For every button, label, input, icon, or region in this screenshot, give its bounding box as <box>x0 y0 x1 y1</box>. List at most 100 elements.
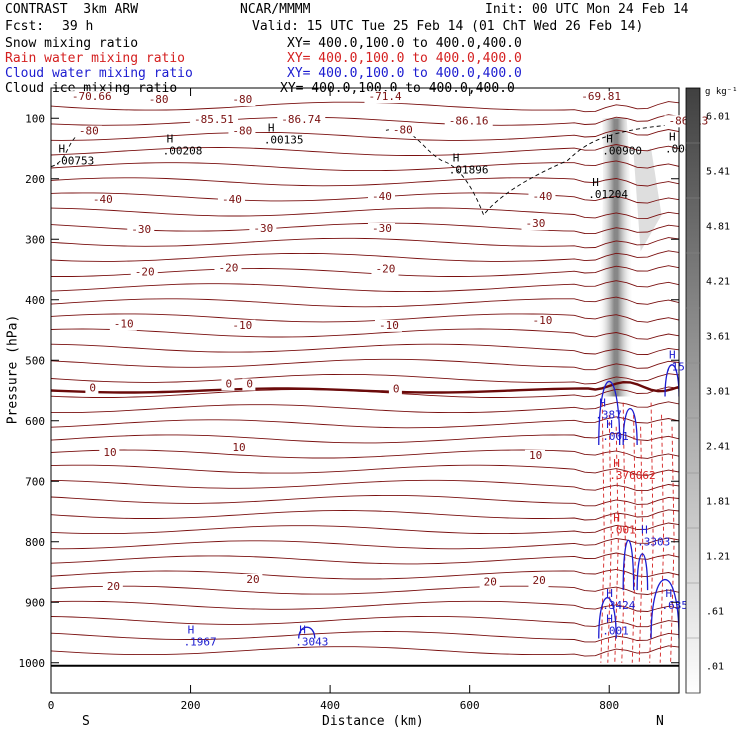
isotherm-line <box>51 537 679 550</box>
isotherm-label: -10 <box>532 314 552 327</box>
label-bg <box>228 94 256 107</box>
isotherm-line <box>51 401 679 414</box>
label-bg <box>577 91 626 104</box>
extremum-marker: H <box>606 613 613 626</box>
extremum-marker: H <box>613 512 620 525</box>
snow-plume <box>598 118 634 397</box>
isotherm-label: 20 <box>246 573 259 586</box>
extremum-value: .00753 <box>54 155 94 168</box>
cloud-water-contour <box>598 380 621 445</box>
label-bg <box>388 124 416 137</box>
cloud-water-contour <box>298 626 316 639</box>
isotherm-line <box>51 160 679 172</box>
extremum-value: .00900 <box>602 144 642 157</box>
isotherm-line <box>51 313 679 323</box>
isotherm-label: 10 <box>232 441 245 454</box>
colorbar-label: 3.61 <box>706 332 730 343</box>
y-tick-label: 700 <box>25 475 45 488</box>
extremum-marker: H <box>606 418 613 431</box>
rain-contour <box>659 414 665 663</box>
isotherm-line <box>51 296 679 308</box>
label-bg <box>371 263 399 276</box>
isotherm-label: 20 <box>532 574 545 587</box>
extremum-value: .3424 <box>602 599 635 612</box>
x-tick-label: 400 <box>320 699 340 712</box>
extremum-marker: H <box>299 624 306 637</box>
isotherm-label: -30 <box>131 223 151 236</box>
isotherm-label: -40 <box>222 193 242 206</box>
rain-contour <box>631 414 637 663</box>
isotherm-line <box>51 600 679 612</box>
colorbar-label: .61 <box>706 607 724 618</box>
isotherm-label: -20 <box>375 263 395 276</box>
isotherm-line <box>51 479 679 492</box>
isotherm-line <box>51 237 679 249</box>
label-bg <box>242 378 256 391</box>
extremum-marker: H <box>641 524 648 537</box>
label-bg <box>214 262 242 275</box>
isotherm-line <box>51 144 679 156</box>
header-fcst-value: 39 h <box>62 19 94 34</box>
label-bg <box>277 114 326 127</box>
label-bg <box>144 94 172 107</box>
extremum-marker: H <box>669 130 676 143</box>
extremum-value: .3303 <box>637 536 670 549</box>
isotherm-label: -80 <box>79 125 99 138</box>
cloud-water-contour <box>598 597 617 639</box>
isotherm-label: -20 <box>218 261 238 274</box>
y-tick-label: 500 <box>25 354 45 367</box>
colorbar-label: 2.41 <box>706 442 730 453</box>
colorbar-label: 1.81 <box>706 497 730 508</box>
colorbar-label: .01 <box>706 662 724 673</box>
extremum-value: .3043 <box>295 636 328 649</box>
isotherm-line <box>51 494 679 507</box>
extremum-value: .001 <box>602 430 629 443</box>
x-tick-label: 800 <box>599 699 619 712</box>
snow-shading-layer <box>598 118 662 397</box>
colorbar: 6.01 5.41 4.81 4.21 3.61 3.01 2.41 1.81 1.21 .61.… <box>685 87 738 694</box>
header-valid: Valid: 15 UTC Tue 25 Feb 14 (01 ChT Wed … <box>252 19 644 34</box>
extremum-value: .01204 <box>588 188 628 201</box>
rain-contour <box>614 426 619 663</box>
label-bg <box>528 575 549 588</box>
x-tick-label: 0 <box>48 699 55 712</box>
isotherm-line <box>51 250 679 262</box>
extremum-value: .15 <box>665 360 685 373</box>
field-xy-snow: XY= 400.0,100.0 to 400.0,400.0 <box>287 36 522 51</box>
plot-frame <box>50 87 680 694</box>
rain-contour <box>607 414 612 663</box>
label-bg <box>67 91 116 104</box>
isotherm-label: 0 <box>89 382 96 395</box>
extremum-marker: H <box>58 143 65 156</box>
rain-contour <box>670 426 675 663</box>
isotherm-label: 0 <box>393 382 400 395</box>
isotherm-line <box>51 552 679 565</box>
isotherm-line <box>51 192 679 204</box>
label-bg <box>249 222 277 235</box>
snow-plume-secondary <box>633 148 662 252</box>
cloud-ice-contour <box>385 123 679 216</box>
isotherm-label: -20 <box>135 266 155 279</box>
label-bg <box>99 446 120 459</box>
y-tick-label: 200 <box>25 173 45 186</box>
isotherm-label: -40 <box>532 190 552 203</box>
isotherm-label: -86.16 <box>449 114 489 127</box>
cloud-water-contours <box>298 364 679 639</box>
cloud-ice-contours <box>51 123 679 216</box>
isotherm-label: -85.51 <box>194 113 234 126</box>
isotherm-line <box>51 358 679 371</box>
isotherm-line <box>51 615 679 628</box>
rain-contour <box>621 402 626 663</box>
label-bg <box>444 115 493 128</box>
label-bg <box>228 319 256 332</box>
extremum-marker: H <box>453 152 460 165</box>
isotherm-label: -40 <box>372 190 392 203</box>
isotherm-label: -80 <box>232 125 252 138</box>
isotherm-label: 0 <box>246 377 253 390</box>
rain-contour <box>600 402 605 663</box>
south-label: S <box>82 714 90 729</box>
y-tick-label: 800 <box>25 536 45 549</box>
isotherm-line <box>51 343 679 355</box>
x-tick-label: 200 <box>181 699 201 712</box>
y-tick-label: 900 <box>25 596 45 609</box>
